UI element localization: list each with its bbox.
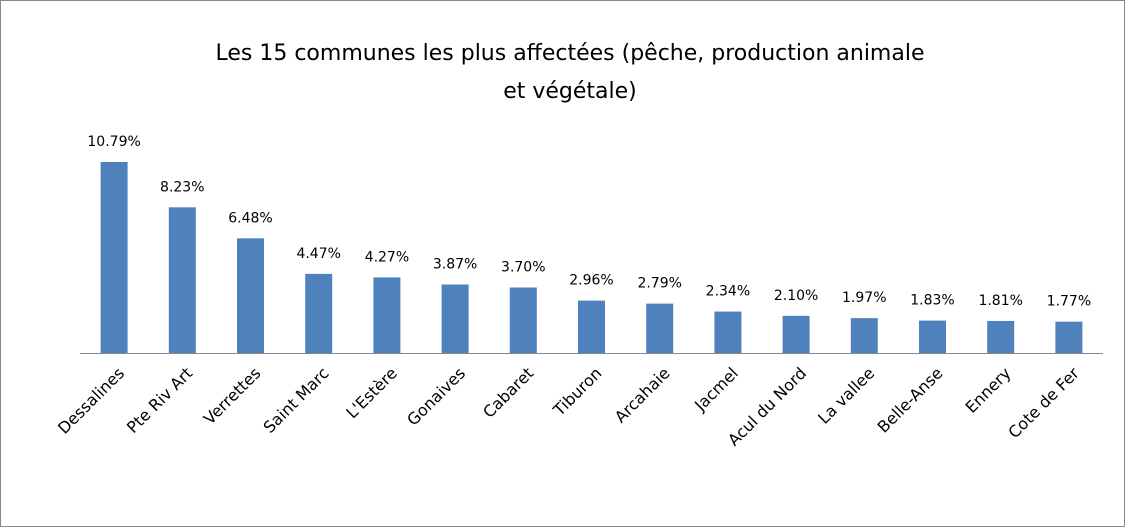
value-label: 1.81% [978, 293, 1022, 309]
value-label: 2.96% [569, 273, 613, 289]
bar [850, 318, 878, 353]
bar [782, 315, 810, 353]
bar [168, 207, 196, 353]
chart-title: Les 15 communes les plus affectées (pêch… [215, 41, 924, 66]
value-label: 1.97% [842, 290, 886, 306]
bar [100, 162, 128, 353]
chart-title: et végétale) [503, 79, 637, 104]
bar [919, 320, 946, 353]
value-label: 4.27% [365, 249, 409, 265]
value-label: 2.79% [637, 276, 681, 292]
value-label: 1.83% [910, 293, 954, 309]
bar [237, 238, 264, 353]
value-label: 2.10% [774, 288, 818, 304]
bar [578, 300, 605, 353]
bar [509, 287, 537, 353]
bar [305, 273, 333, 353]
value-label: 10.79% [87, 134, 140, 150]
value-label: 1.77% [1047, 294, 1091, 310]
bar [646, 303, 674, 353]
bar [441, 284, 469, 353]
value-label: 3.87% [433, 256, 477, 272]
bar [1055, 321, 1083, 353]
bar [987, 320, 1015, 353]
value-label: 3.70% [501, 260, 545, 276]
value-label: 2.34% [706, 284, 750, 300]
bar [714, 311, 742, 353]
bar [373, 277, 401, 353]
value-label: 6.48% [228, 210, 272, 226]
value-label: 4.47% [296, 246, 340, 262]
value-label: 8.23% [160, 179, 204, 195]
